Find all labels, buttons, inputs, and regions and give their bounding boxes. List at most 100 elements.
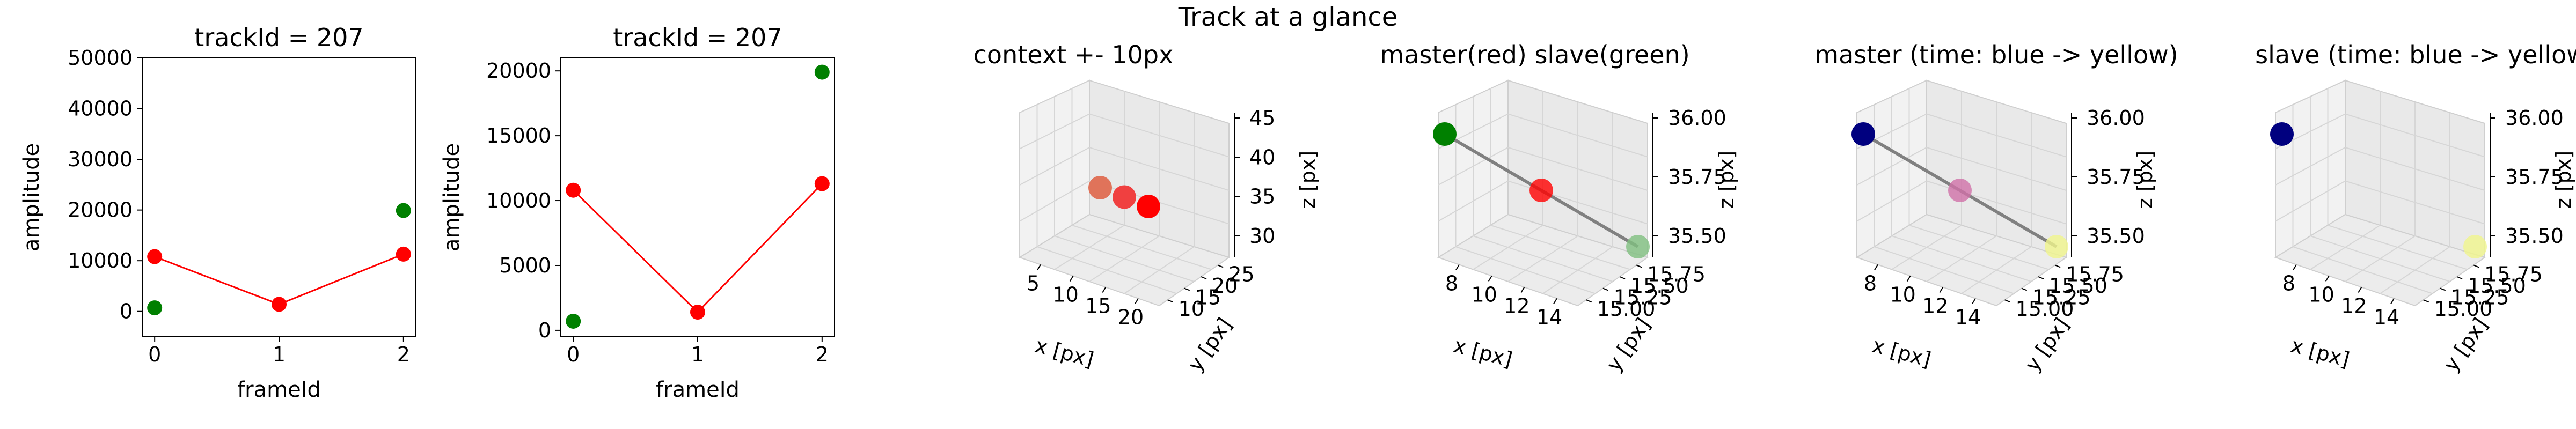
x-tick-mark: [1874, 264, 1878, 271]
y-tick-label: 10: [1179, 297, 1204, 321]
z-tick-label: 36.00: [2505, 106, 2564, 130]
x-axis-label: x [px]: [1033, 334, 1096, 372]
axis-pane: [1855, 213, 2068, 307]
series-line: [573, 183, 823, 314]
y-tick-mark: [1586, 299, 1592, 303]
x-axis-label: x [px]: [1870, 334, 1933, 372]
y-tick-label: 20: [1212, 274, 1238, 298]
x-tick-label: 14: [2374, 306, 2399, 329]
x-tick-mark: [1939, 286, 1944, 293]
y-tick-label: 15.50: [2468, 274, 2526, 298]
grid-line: [1961, 246, 2032, 294]
y-tick-mark: [1201, 276, 1207, 279]
data-point: [1948, 179, 1972, 202]
y-tick-label: 15.00: [1597, 297, 1656, 321]
y-tick-mark: [1619, 276, 1626, 279]
x-tick-mark: [2293, 264, 2297, 271]
data-point: [396, 246, 411, 262]
x-axis-label: x [px]: [1451, 334, 1514, 372]
x-axis-label: frameId: [656, 378, 740, 402]
data-point: [690, 305, 705, 320]
data-point: [1137, 195, 1160, 218]
grid-line: [2328, 225, 2468, 270]
x-tick-mark: [1455, 264, 1460, 271]
data-point: [396, 203, 411, 218]
y-tick-label: 15.00: [2434, 297, 2493, 321]
grid-line: [2345, 235, 2416, 282]
y-tick-label: 10000: [486, 189, 551, 212]
x-tick-label: 10: [1471, 283, 1497, 307]
y-tick-mark: [1636, 264, 1642, 268]
z-tick-label: 30: [1249, 224, 1275, 248]
z-tick-label: 35.50: [2505, 224, 2564, 248]
z-tick-label: 35.50: [2087, 224, 2145, 248]
grid-line: [1089, 235, 1160, 282]
x-tick-mark: [1906, 275, 1911, 282]
data-point: [2463, 235, 2487, 258]
3d-scatter-panel-4: slave (time: blue -> yellow) 35.50 35.75 36…: [2255, 40, 2576, 376]
y-axis-label: y [px]: [1183, 314, 1237, 376]
x-tick-mark: [1520, 286, 1525, 293]
grid-line: [1909, 225, 2049, 270]
axis-pane: [1437, 213, 1649, 307]
y-tick-label: 15: [1195, 286, 1221, 309]
x-tick-mark: [1488, 275, 1492, 282]
x-tick-label: 8: [1445, 272, 1458, 295]
data-point: [1529, 179, 1553, 202]
data-point: [147, 300, 163, 316]
chart-title: slave (time: blue -> yellow): [2255, 40, 2576, 69]
grid-line: [2380, 246, 2450, 294]
data-point: [1433, 122, 1457, 146]
y-tick-label: 15.25: [2451, 286, 2509, 309]
y-tick-label: 10000: [68, 249, 133, 272]
data-point: [147, 249, 163, 264]
series-line: [154, 253, 404, 306]
x-axis-label: frameId: [237, 378, 321, 402]
y-tick-mark: [2423, 299, 2429, 303]
y-axis-label: amplitude: [19, 143, 44, 252]
grid-line: [1019, 180, 1090, 222]
y-axis-label: y [px]: [2021, 314, 2074, 376]
z-tick-label: 36.00: [1668, 106, 1726, 130]
z-tick-label: 45: [1249, 106, 1275, 130]
y-tick-label: 15.75: [2066, 262, 2124, 286]
y-tick-label: 15.25: [1614, 286, 1672, 309]
z-tick-label: 35.75: [1668, 165, 1726, 189]
grid-line: [1926, 235, 1997, 282]
y-tick-label: 15.00: [2016, 297, 2074, 321]
y-tick-label: 15.50: [1630, 274, 1689, 298]
x-tick-label: 2: [397, 343, 410, 366]
x-tick-label: 1: [691, 343, 704, 366]
x-tick-mark: [2358, 286, 2362, 293]
y-tick-label: 40000: [68, 97, 133, 121]
z-tick-label: 35.75: [2087, 165, 2145, 189]
x-tick-mark: [1972, 298, 1976, 305]
y-tick-label: 15.50: [2049, 274, 2107, 298]
x-tick-mark: [2325, 275, 2330, 282]
y-tick-mark: [2004, 299, 2010, 303]
y-tick-label: 15.75: [1647, 262, 1706, 286]
y-tick-mark: [1602, 287, 1609, 291]
x-tick-mark: [1037, 264, 1041, 271]
x-tick-label: 14: [1536, 306, 1562, 329]
chart-title: master(red) slave(green): [1380, 40, 1689, 69]
chart-title: context +- 10px: [974, 40, 1174, 69]
data-point: [814, 176, 830, 191]
x-tick-label: 0: [148, 343, 161, 366]
x-tick-label: 12: [1504, 294, 1529, 318]
axis-pane: [1018, 213, 1231, 307]
y-tick-label: 50000: [68, 46, 133, 70]
amplitude-chart-2: trackId = 207 0 1 2 0 5000 10000 15000 20000 fram…: [440, 23, 835, 402]
y-tick-mark: [2440, 287, 2446, 291]
data-point: [1113, 185, 1136, 209]
x-tick-label: 14: [1955, 306, 1981, 329]
plot-frame: [560, 57, 835, 337]
x-tick-mark: [1135, 298, 1139, 305]
y-tick-mark: [2456, 276, 2463, 279]
x-tick-label: 1: [273, 343, 286, 366]
y-axis-label: amplitude: [440, 143, 464, 252]
plot-frame: [142, 57, 416, 337]
